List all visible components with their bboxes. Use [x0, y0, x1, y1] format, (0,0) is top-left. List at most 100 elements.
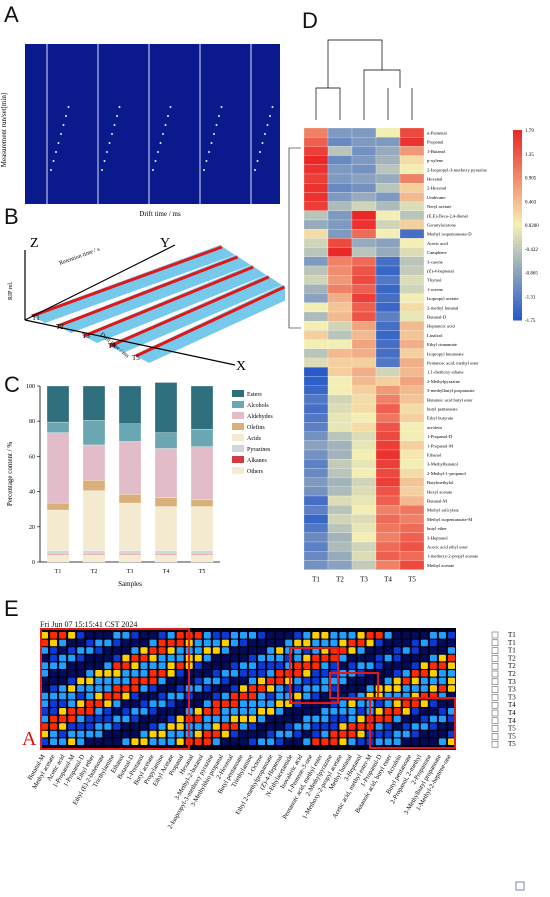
- panel-c-category-label: T5: [199, 569, 206, 575]
- colorbar-segment: [513, 133, 522, 137]
- panel-c-bar-segment: [190, 554, 214, 563]
- gallery-row-label: T2: [508, 654, 516, 662]
- panel-a-peak-dot: [254, 169, 256, 171]
- colorbar-tick-label: 0.463: [525, 200, 537, 205]
- gallery-cell: [276, 723, 284, 730]
- gallery-cell: [438, 632, 446, 639]
- colorbar-segment: [513, 202, 522, 207]
- gallery-cell: [77, 632, 85, 639]
- gallery-cell: [68, 639, 76, 647]
- gallery-cell: [221, 738, 229, 745]
- heatmap-cell: [399, 330, 425, 340]
- gallery-cell: [212, 632, 220, 639]
- gallery-cell: [167, 654, 175, 662]
- panel-c-xlabel: Samples: [118, 580, 142, 588]
- panel-c-bar-segment: [82, 444, 106, 481]
- gallery-cell: [230, 708, 238, 715]
- panel-c-bar-segment: [46, 509, 70, 551]
- gallery-cell: [140, 708, 148, 715]
- heatmap-cell: [375, 238, 401, 248]
- panel-a-peak-dot: [108, 142, 111, 144]
- gallery-cell: [393, 647, 401, 654]
- heatmap-column-dendrogram: [315, 87, 341, 120]
- gallery-cell: [113, 647, 121, 654]
- gallery-cell: [149, 654, 157, 662]
- gallery-cell: [221, 700, 229, 707]
- gallery-cell: [357, 685, 365, 692]
- gallery-cell: [50, 700, 58, 707]
- gallery-cell: [194, 715, 202, 723]
- gallery-cell: [348, 639, 356, 647]
- gallery-cell: [402, 730, 410, 738]
- panel-c-y-tick-label: 0: [32, 560, 35, 566]
- gallery-cell: [212, 670, 220, 677]
- gallery-cell: [339, 723, 347, 730]
- heatmap-cell: [375, 321, 401, 331]
- colorbar-segment: [513, 149, 522, 153]
- heatmap-cell: [327, 422, 353, 432]
- gallery-cell: [294, 632, 302, 639]
- heatmap-cell: [399, 229, 425, 239]
- heatmap-cell: [303, 164, 329, 175]
- gallery-cell: [41, 632, 49, 639]
- gallery-cell: [447, 685, 455, 692]
- gallery-cell: [420, 723, 428, 730]
- panel-a-peak-dot: [218, 115, 220, 117]
- gallery-cell: [95, 715, 103, 723]
- gallery-cell: [104, 723, 112, 730]
- gallery-cell: [203, 654, 211, 662]
- gallery-cell: [59, 723, 67, 730]
- heatmap-cell: [375, 367, 401, 377]
- gallery-cell: [258, 738, 266, 745]
- heatmap-cell: [375, 275, 401, 285]
- panel-c-bar-segment: [154, 554, 178, 563]
- heatmap-cell: [303, 468, 329, 478]
- heatmap-cell: [303, 357, 329, 368]
- gallery-cell: [113, 639, 121, 647]
- gallery-cell: [77, 715, 85, 723]
- heatmap-cell: [375, 403, 401, 414]
- panel-a-peak-dot: [266, 124, 269, 126]
- gallery-cell: [158, 677, 166, 685]
- gallery-cell: [393, 662, 401, 669]
- gallery-cell: [429, 730, 437, 738]
- heatmap-cell: [327, 477, 353, 487]
- gallery-cell: [203, 730, 211, 738]
- gallery-cell: [41, 677, 49, 685]
- gallery-cell: [149, 670, 157, 677]
- heatmap-row-label: Undecane: [427, 195, 445, 200]
- gallery-cell: [122, 715, 130, 723]
- gallery-cell: [95, 677, 103, 685]
- heatmap-row-label: 2-Methyl-1-propanol: [427, 471, 467, 476]
- gallery-highlight-box-a: [40, 628, 190, 750]
- heatmap-row-label: 1-methoxy-2-propyl acetate: [427, 554, 478, 559]
- heatmap-row-label: Ethyl butyrate: [427, 416, 453, 421]
- heatmap-cell: [399, 560, 425, 570]
- gallery-cell: [59, 700, 67, 707]
- gallery-cell: [294, 738, 302, 745]
- gallery-cell: [95, 654, 103, 662]
- gallery-cell: [158, 715, 166, 723]
- gallery-cell: [438, 723, 446, 730]
- gallery-cell: [258, 708, 266, 715]
- gallery-cell: [41, 723, 49, 730]
- gallery-cell: [41, 700, 49, 707]
- gallery-cell: [348, 730, 356, 738]
- heatmap-cell: [375, 127, 401, 138]
- gallery-cell: [194, 700, 202, 707]
- gallery-cell: [77, 685, 85, 692]
- heatmap-cell: [375, 348, 401, 359]
- gallery-cell: [429, 677, 437, 685]
- heatmap-cell: [399, 440, 425, 451]
- gallery-cell: [140, 730, 148, 738]
- gallery-cell: [230, 639, 238, 647]
- gallery-cell: [393, 685, 401, 692]
- panel-label-d: D: [302, 8, 318, 33]
- gallery-cell: [203, 632, 211, 639]
- colorbar-segment: [513, 316, 522, 321]
- panel-a-peak-dot: [157, 151, 159, 153]
- heatmap-cell: [327, 376, 353, 386]
- gallery-cell: [203, 685, 211, 692]
- gallery-cell: [375, 723, 383, 730]
- gallery-cell: [357, 715, 365, 723]
